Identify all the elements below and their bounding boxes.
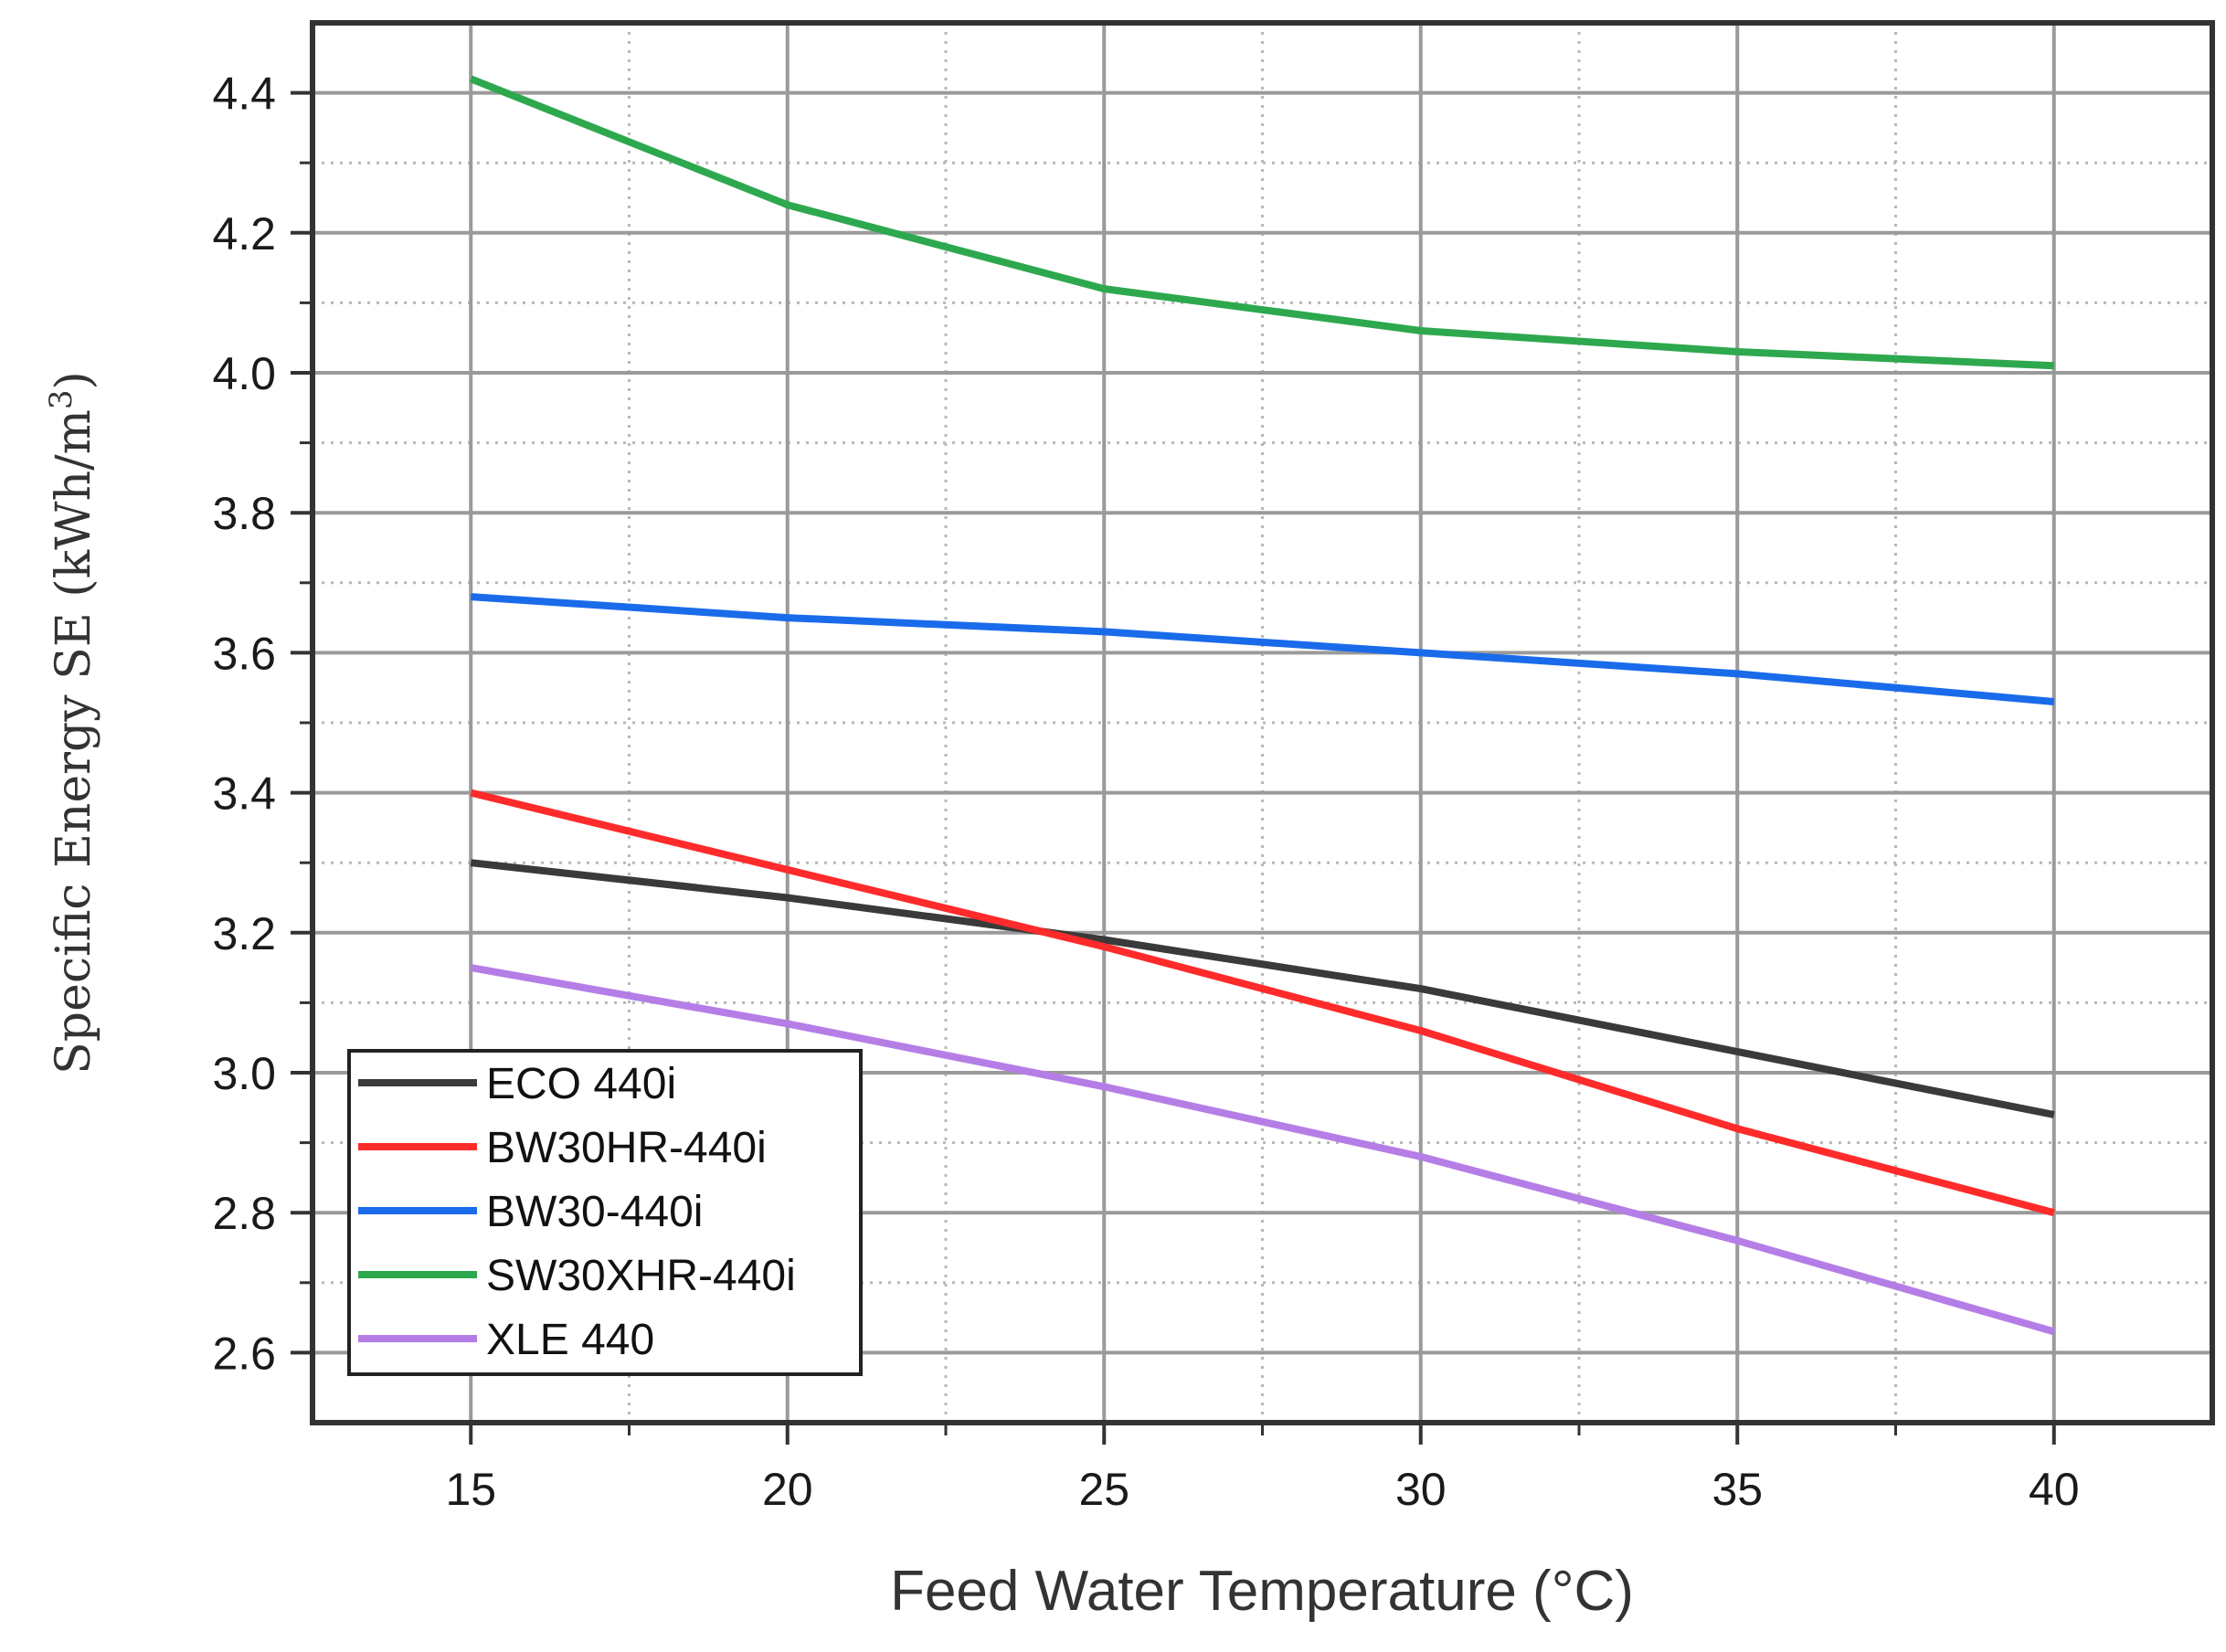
x-tick-label: 40 [2029,1464,2080,1515]
y-axis-title: Specific Energy SE (kWh/m3) [43,371,101,1075]
legend-label: ECO 440i [486,1060,676,1108]
series-line [470,964,2055,1336]
series-line [471,593,2055,705]
legend-label: SW30XHR-440i [486,1252,796,1300]
legend-label: BW30HR-440i [486,1124,767,1172]
y-tick-label: 3.2 [212,908,276,959]
x-tick-label: 35 [1712,1464,1763,1515]
series-line [470,859,2055,1118]
axis-layer: 15 20 25 30 35 40 2.6 2.8 3.0 3.2 3.4 3.6 3.8 4.0 4.2 4… [212,69,2079,1515]
y-tick-label: 3.0 [212,1048,276,1099]
y-tick-label: 4.2 [212,208,276,259]
y-axis-title-close: ) [47,371,101,389]
y-tick-label: 3.6 [212,628,276,679]
y-tick-label: 2.8 [212,1188,276,1239]
series-layer [469,75,2055,1336]
x-axis-title: Feed Water Temperature (°C) [890,1560,1634,1623]
y-tick-label: 4.4 [212,69,276,120]
series-line [470,789,2055,1217]
x-tick-label: 20 [762,1464,813,1515]
y-tick-label: 3.8 [212,488,276,539]
y-axis-title-superscript: 3 [43,389,80,409]
y-tick-label: 2.6 [212,1328,276,1379]
series-line [469,75,2054,370]
legend-label: XLE 440 [486,1316,654,1364]
x-tick-label: 25 [1078,1464,1129,1515]
legend-label: BW30-440i [486,1188,703,1236]
y-tick-label: 4.0 [212,348,276,399]
y-tick-label: 3.4 [212,768,276,820]
x-tick-label: 15 [445,1464,496,1515]
x-tick-label: 30 [1395,1464,1447,1515]
y-axis-title-main: Specific Energy SE (kWh/m [47,409,101,1075]
legend: ECO 440i BW30HR-440i BW30-440i SW30XHR-440i… [347,1049,863,1376]
